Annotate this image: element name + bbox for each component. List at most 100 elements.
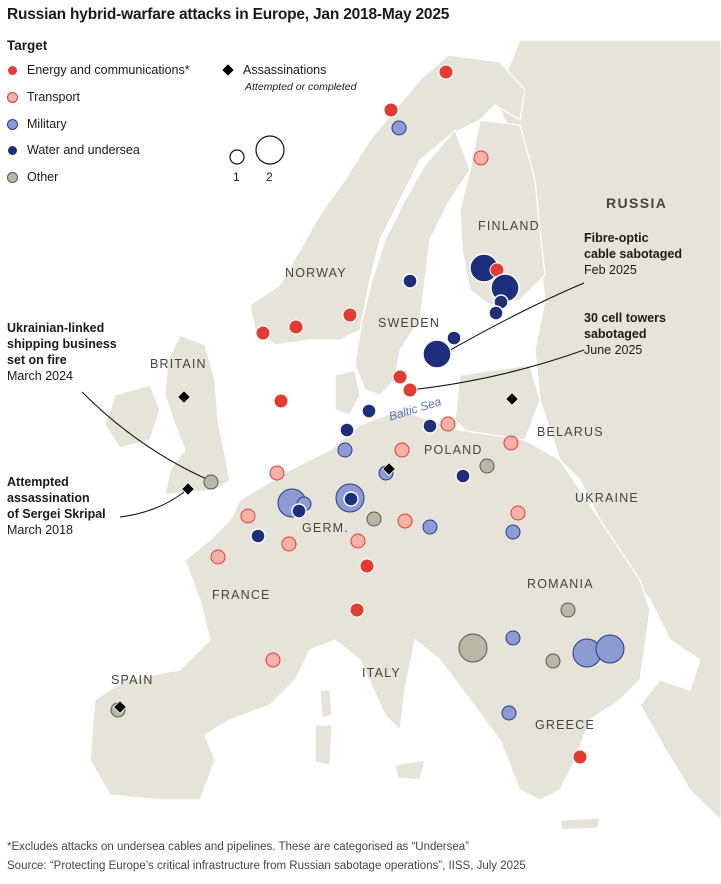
size-legend-circles xyxy=(229,135,285,165)
attack-marker-water xyxy=(422,418,438,434)
attack-marker-water xyxy=(422,339,452,369)
assassination-marker xyxy=(177,390,191,404)
attack-marker-transport xyxy=(397,513,413,529)
legend-label-military: Military xyxy=(27,117,67,131)
annotation-fibre-line-2: cable sabotaged xyxy=(584,247,682,261)
transport-dot-icon xyxy=(7,91,18,103)
attack-marker-military xyxy=(501,705,517,721)
shipping-leader xyxy=(81,391,212,482)
assassination-marker xyxy=(113,700,127,714)
attack-marker-transport xyxy=(503,435,519,451)
sardinia-land xyxy=(314,724,333,766)
corsica-land xyxy=(319,689,333,719)
attack-marker-transport xyxy=(394,442,410,458)
energy-dot-icon xyxy=(7,64,18,76)
legend-item-energy: Energy and communications* xyxy=(7,63,190,77)
attack-marker-energy xyxy=(349,602,365,618)
annotation-towers-line-2: sabotaged xyxy=(584,327,647,341)
size-label-1: 1 xyxy=(233,170,240,184)
crete-land xyxy=(559,817,601,831)
attack-marker-military xyxy=(391,120,407,136)
label-poland: POLAND xyxy=(424,443,483,457)
legend-label-water: Water and undersea xyxy=(27,143,140,157)
attack-marker-other xyxy=(203,474,219,490)
label-sweden: SWEDEN xyxy=(378,316,441,330)
attack-marker-water xyxy=(402,273,418,289)
attack-marker-military xyxy=(505,630,521,646)
attack-marker-other xyxy=(479,458,495,474)
attack-marker-water xyxy=(455,468,471,484)
legend-item-transport: Transport xyxy=(7,90,80,104)
attack-markers xyxy=(110,64,625,765)
annotation-fibre-line-1: Fibre-optic xyxy=(584,231,649,245)
annotation-shipping-line-3: set on fire xyxy=(7,353,67,367)
footer-source: Source: “Protecting Europe’s critical in… xyxy=(7,860,526,872)
legend-label-energy: Energy and communications* xyxy=(27,63,190,77)
attack-marker-energy xyxy=(342,307,358,323)
attack-marker-energy xyxy=(392,369,408,385)
attack-marker-water xyxy=(361,403,377,419)
annotation-shipping-line-1: Ukrainian-linked xyxy=(7,321,105,335)
legend-item-water: Water and undersea xyxy=(7,143,140,157)
attack-marker-transport xyxy=(210,549,226,565)
annotation-towers-date: June 2025 xyxy=(584,343,643,357)
denmark-land xyxy=(334,369,361,416)
label-france: FRANCE xyxy=(212,588,271,602)
attack-marker-water xyxy=(488,305,504,321)
attack-marker-transport xyxy=(473,150,489,166)
attack-marker-transport xyxy=(510,505,526,521)
sweden-land xyxy=(354,128,471,396)
annotation-shipping: Ukrainian-linked shipping business set o… xyxy=(7,320,117,384)
ireland-land xyxy=(104,384,161,449)
legend-label-other: Other xyxy=(27,170,59,184)
attack-marker-military xyxy=(505,524,521,540)
annotation-skripal-line-2: assassination xyxy=(7,491,90,505)
attack-marker-military xyxy=(595,634,625,664)
norway-land xyxy=(249,54,526,346)
assassination-marker xyxy=(505,392,519,406)
attack-marker-energy xyxy=(273,393,289,409)
size-1-circle xyxy=(229,149,245,165)
annotation-lines xyxy=(81,282,585,518)
towers-leader xyxy=(409,349,585,391)
attack-marker-water xyxy=(343,491,359,507)
legend-label-transport: Transport xyxy=(27,90,81,104)
chart-title: Russian hybrid-warfare attacks in Europe… xyxy=(7,6,450,23)
annotation-skripal-line-1: Attempted xyxy=(7,475,69,489)
attack-marker-energy xyxy=(255,325,271,341)
attack-marker-water xyxy=(446,330,462,346)
annotation-skripal-date: March 2018 xyxy=(7,523,74,537)
footer-note: *Excludes attacks on undersea cables and… xyxy=(7,841,469,853)
attack-marker-energy xyxy=(402,382,418,398)
legend-assassinations-sub: Attempted or completed xyxy=(245,81,357,93)
annotation-fibre: Fibre-optic cable sabotaged Feb 2025 xyxy=(584,230,682,278)
legend-heading: Target xyxy=(7,38,48,53)
legend-label-assassinations: Assassinations xyxy=(243,63,327,77)
military-dot-icon xyxy=(7,118,18,130)
annotation-fibre-date: Feb 2025 xyxy=(584,263,637,277)
label-belarus: BELARUS xyxy=(537,425,604,439)
sicily-land xyxy=(394,759,426,781)
annotation-towers-line-1: 30 cell towers xyxy=(584,311,666,325)
legend-item-military: Military xyxy=(7,117,67,131)
land-masses xyxy=(89,39,721,831)
attack-marker-other xyxy=(366,511,382,527)
attack-marker-energy xyxy=(572,749,588,765)
attack-marker-energy xyxy=(359,558,375,574)
attack-marker-energy xyxy=(288,319,304,335)
legend-item-assassinations: Assassinations xyxy=(222,63,326,77)
attack-marker-transport xyxy=(269,465,285,481)
attack-marker-water xyxy=(339,422,355,438)
size-2-circle xyxy=(255,135,285,165)
diamond-icon xyxy=(222,64,234,76)
attack-marker-energy xyxy=(383,102,399,118)
assassination-marker xyxy=(181,482,195,496)
attack-marker-other xyxy=(560,602,576,618)
attack-marker-other xyxy=(545,653,561,669)
attack-marker-transport xyxy=(281,536,297,552)
annotation-skripal: Attempted assassination of Sergei Skripa… xyxy=(7,474,106,538)
annotation-shipping-line-2: shipping business xyxy=(7,337,117,351)
attack-marker-water xyxy=(291,503,307,519)
label-finland: FINLAND xyxy=(478,219,540,233)
